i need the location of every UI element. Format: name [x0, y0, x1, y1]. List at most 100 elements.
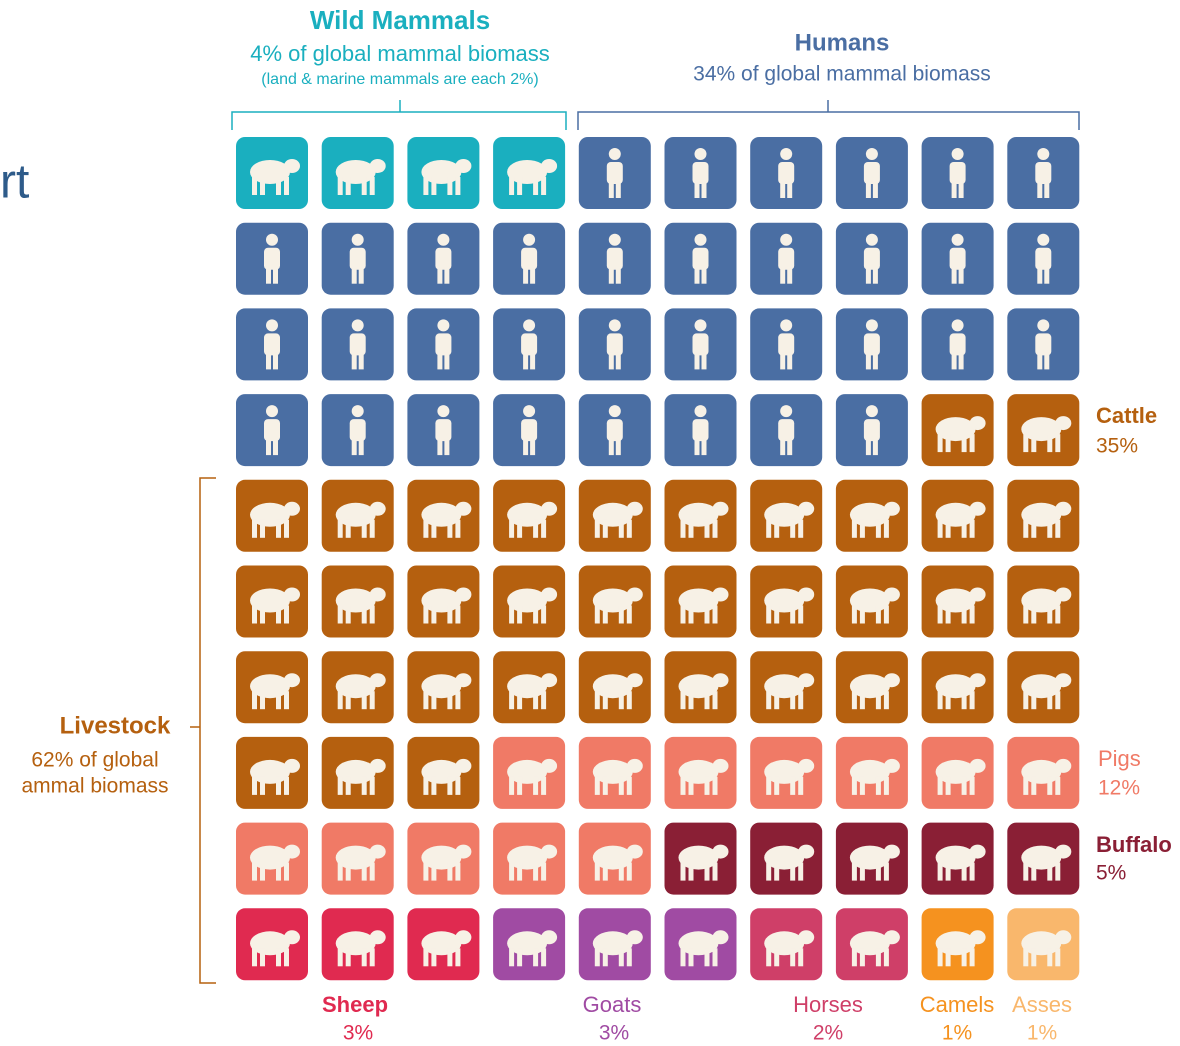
series-name: Asses — [1012, 992, 1072, 1017]
icon — [798, 948, 804, 967]
icon — [766, 776, 772, 795]
icon — [523, 438, 529, 456]
waffle-cell — [835, 651, 908, 724]
icon — [865, 233, 878, 246]
icon — [774, 691, 780, 710]
icon — [780, 352, 786, 370]
icon — [704, 519, 710, 538]
icon — [1023, 691, 1029, 710]
icon — [447, 177, 453, 195]
icon — [851, 776, 857, 795]
icon — [541, 587, 558, 602]
icon — [883, 587, 900, 602]
icon — [865, 266, 871, 284]
icon — [798, 519, 804, 538]
icon — [530, 438, 536, 456]
waffle-cell — [664, 822, 737, 895]
icon — [369, 776, 375, 795]
waffle-cell — [664, 651, 737, 724]
icon — [260, 862, 265, 881]
waffle-cell — [921, 479, 994, 552]
icon — [1031, 519, 1037, 538]
icon — [883, 930, 900, 945]
icon — [594, 948, 600, 967]
icon — [951, 181, 957, 198]
icon — [618, 691, 624, 710]
icon — [851, 862, 857, 881]
icon — [602, 948, 608, 967]
waffle-cell — [321, 479, 394, 552]
waffle-cell — [493, 479, 566, 552]
waffle-cell — [321, 137, 394, 209]
icon — [517, 862, 523, 881]
icon — [618, 519, 624, 538]
waffle-cell — [321, 736, 394, 809]
icon — [509, 519, 515, 538]
icon — [358, 266, 364, 284]
waffle-cell — [835, 736, 908, 809]
waffle-cell — [236, 736, 308, 809]
icon — [455, 177, 461, 195]
icon — [937, 948, 943, 967]
icon — [266, 352, 271, 370]
icon — [602, 691, 608, 710]
icon — [951, 148, 964, 160]
icon — [509, 605, 515, 624]
humans-bracket — [577, 100, 1080, 130]
icon — [1044, 181, 1050, 198]
icon — [626, 587, 643, 602]
icon — [252, 605, 257, 624]
icon — [541, 501, 558, 516]
icon — [606, 247, 623, 270]
icon — [509, 776, 515, 795]
icon — [1044, 266, 1050, 284]
icon — [626, 691, 632, 710]
icon — [626, 501, 643, 516]
icon — [431, 691, 437, 710]
icon — [423, 948, 429, 967]
waffle-cell — [407, 736, 480, 809]
icon — [608, 438, 614, 456]
icon — [790, 605, 796, 624]
icon — [883, 691, 889, 710]
icon — [455, 930, 472, 945]
icon — [361, 776, 367, 795]
icon — [766, 519, 772, 538]
icon — [455, 587, 472, 602]
icon — [517, 948, 523, 967]
icon — [883, 758, 900, 773]
icon — [883, 501, 900, 516]
waffle-cell — [750, 908, 823, 981]
icon — [872, 352, 878, 370]
icon — [872, 438, 878, 456]
waffle-cell — [835, 394, 908, 467]
icon — [618, 862, 624, 881]
icon — [701, 181, 707, 198]
series-subtitle: 4% of global mammal biomass — [250, 41, 550, 66]
waffle-cell — [921, 565, 994, 638]
waffle-cell — [750, 137, 823, 209]
icon — [883, 605, 889, 624]
icon — [851, 948, 857, 967]
icon — [437, 233, 450, 246]
icon — [608, 181, 614, 198]
icon — [774, 605, 780, 624]
icon — [766, 862, 772, 881]
icon — [787, 438, 793, 456]
icon — [423, 519, 429, 538]
icon — [961, 519, 967, 538]
icon — [369, 948, 375, 967]
icon — [437, 438, 443, 456]
icon — [937, 776, 943, 795]
waffle-cell — [407, 651, 480, 724]
waffle-cell — [835, 479, 908, 552]
waffle-cell — [578, 822, 651, 895]
icon — [958, 181, 964, 198]
icon — [252, 776, 257, 795]
icon — [937, 691, 943, 710]
icon — [1023, 776, 1029, 795]
icon — [1023, 948, 1029, 967]
icon — [541, 519, 547, 538]
icon — [883, 776, 889, 795]
